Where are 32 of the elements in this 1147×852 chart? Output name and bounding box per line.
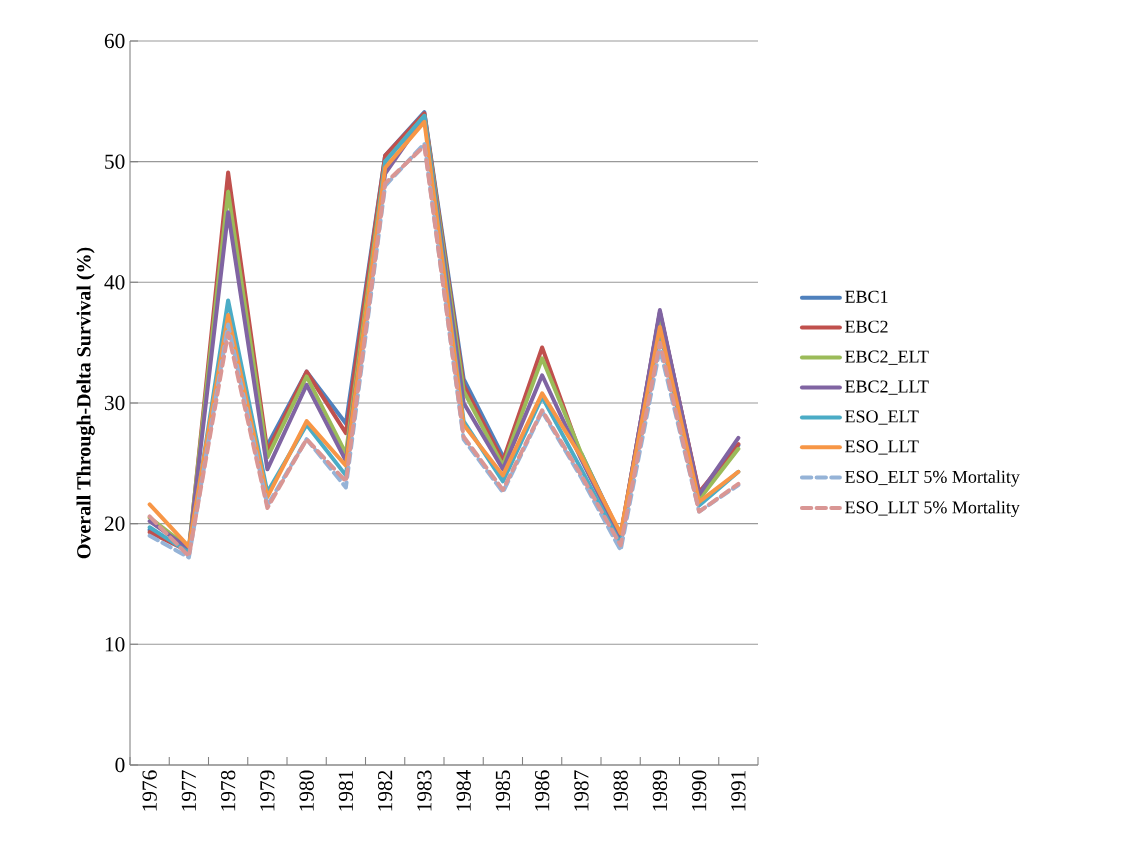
legend-label: EBC2_ELT xyxy=(845,350,929,365)
legend-label: EBC1 xyxy=(845,290,888,303)
legend-label: ESO_LLT 5% Mortality xyxy=(845,500,1020,518)
x-tick-label: 1986 xyxy=(534,770,550,811)
y-tick-label: 60 xyxy=(104,33,125,49)
legend-label: ESO_ELT 5% Mortality xyxy=(845,470,1020,487)
y-tick-label: 30 xyxy=(104,395,125,411)
legend-label: ESO_ELT xyxy=(845,410,919,425)
x-tick-label: 1987 xyxy=(574,770,589,811)
x-tick-label: 1976 xyxy=(142,770,157,811)
y-tick-label: 10 xyxy=(105,637,125,652)
legend-label: EBC2 xyxy=(845,320,888,333)
x-tick-label: 1991 xyxy=(731,770,746,811)
x-tick-label: 1981 xyxy=(338,770,354,811)
x-tick-label: 1978 xyxy=(220,770,236,811)
legend-label: ESO_LLT xyxy=(845,440,919,455)
x-tick-label: 1985 xyxy=(495,770,511,811)
legend-label: EBC2_LLT xyxy=(845,380,929,395)
y-tick-label: 0 xyxy=(115,757,125,773)
y-tick-label: 20 xyxy=(104,516,125,531)
x-tick-label: 1990 xyxy=(691,770,707,811)
x-tick-label: 1989 xyxy=(652,770,668,811)
x-tick-label: 1988 xyxy=(613,770,628,811)
x-tick-label: 1984 xyxy=(456,770,471,811)
x-tick-label: 1980 xyxy=(299,770,314,811)
x-tick-label: 1979 xyxy=(260,770,275,811)
x-tick-label: 1977 xyxy=(181,770,197,811)
x-tick-label: 1982 xyxy=(377,770,393,811)
y-axis-title: Overall Through-Delta Survival (%) xyxy=(76,247,95,559)
y-tick-label: 50 xyxy=(105,154,125,169)
y-tick-label: 40 xyxy=(104,275,125,290)
x-tick-label: 1983 xyxy=(417,770,432,811)
